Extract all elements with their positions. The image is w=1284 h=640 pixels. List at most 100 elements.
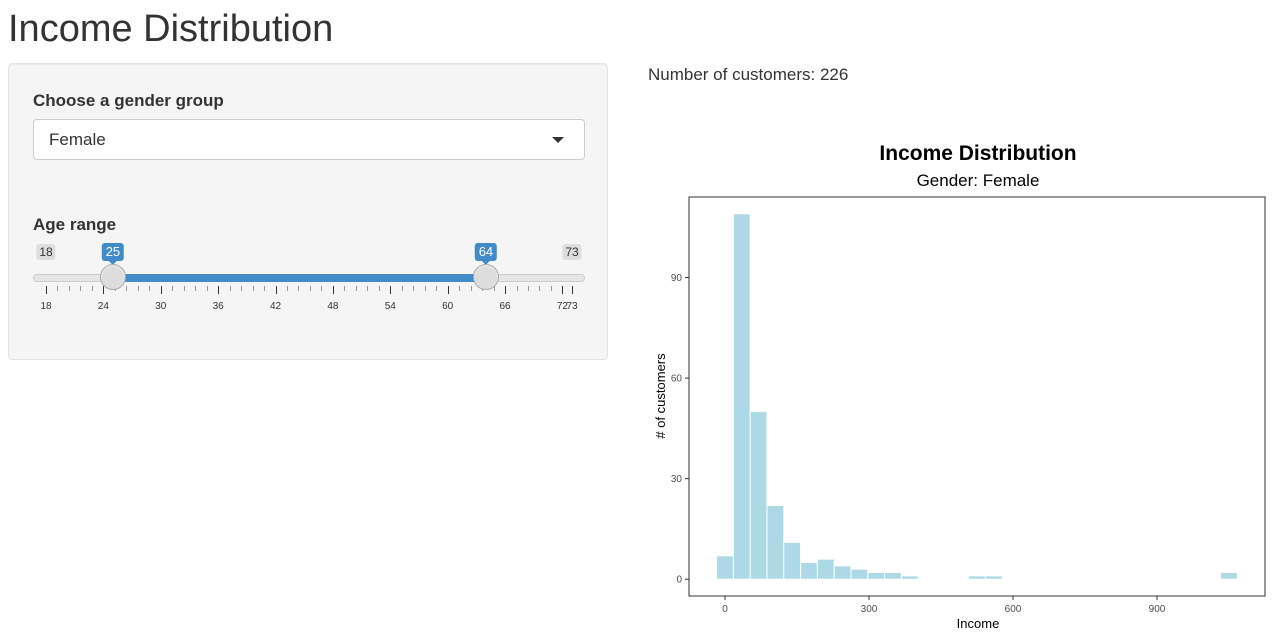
slider-max-label: 73 bbox=[562, 244, 582, 260]
slider-selected-range[interactable] bbox=[112, 274, 486, 282]
slider-tick-label: 24 bbox=[97, 301, 109, 312]
histogram-bar bbox=[749, 411, 768, 580]
slider-tick-label: 54 bbox=[384, 301, 396, 312]
slider-tick-label: 42 bbox=[269, 301, 282, 312]
gender-label: Choose a gender group bbox=[33, 91, 224, 110]
slider-minor-tick bbox=[355, 286, 357, 291]
gender-select[interactable]: Female bbox=[33, 119, 585, 160]
histogram-bars bbox=[716, 213, 1238, 580]
slider-minor-tick bbox=[424, 286, 426, 291]
chart-subtitle: Gender: Female bbox=[917, 171, 1040, 190]
slider-minor-tick bbox=[68, 286, 70, 291]
slider-tick-label: 30 bbox=[155, 301, 167, 312]
slider-major-tick bbox=[275, 286, 277, 294]
histogram-bar bbox=[716, 555, 734, 580]
slider-minor-tick bbox=[401, 286, 403, 291]
slider-tick-label: 60 bbox=[442, 301, 454, 312]
slider-tick-label: 72 bbox=[556, 301, 568, 312]
slider-minor-tick bbox=[528, 286, 529, 291]
histogram-bar bbox=[800, 561, 818, 580]
y-axis-label: # of customers bbox=[653, 353, 668, 439]
slider-minor-tick bbox=[378, 286, 380, 291]
histogram-bar bbox=[732, 213, 751, 580]
histogram-bar bbox=[766, 504, 785, 580]
slider-from-label: 25 bbox=[101, 243, 125, 265]
income-histogram: Income Distribution Gender: Female 0 30 60… bbox=[653, 142, 1266, 631]
x-tick-label: 600 bbox=[1005, 604, 1022, 615]
slider-minor-tick bbox=[172, 286, 174, 291]
histogram-bar bbox=[867, 572, 886, 580]
slider-major-tick bbox=[160, 286, 162, 294]
gender-select-value: Female bbox=[49, 130, 106, 149]
x-tick-label: 300 bbox=[861, 604, 878, 615]
histogram-bar bbox=[968, 575, 986, 580]
slider-minor-tick bbox=[413, 286, 415, 291]
slider-minor-tick bbox=[516, 286, 518, 291]
slider-minor-tick bbox=[195, 286, 197, 291]
slider-major-tick bbox=[218, 286, 220, 294]
y-tick-label: 60 bbox=[671, 374, 683, 385]
slider-tick-label: 18 bbox=[40, 301, 52, 312]
app-title: Income Distribution bbox=[8, 8, 334, 50]
slider-major-tick bbox=[103, 286, 105, 294]
slider-minor-tick bbox=[550, 286, 552, 291]
slider-minor-tick bbox=[252, 286, 254, 291]
slider-minor-tick bbox=[470, 286, 472, 291]
y-axis-ticks: 0 30 60 90 bbox=[671, 273, 689, 586]
slider-minor-tick bbox=[183, 286, 185, 291]
slider-minor-tick bbox=[126, 286, 128, 291]
y-tick-label: 0 bbox=[676, 575, 682, 586]
slider-minor-tick bbox=[149, 286, 151, 291]
age-range-slider[interactable]: 18 73 25 64 18 24 30 36 42 48 54 60 66 72 73 bbox=[33, 240, 587, 320]
slider-major-tick bbox=[390, 286, 392, 294]
slider-handle-from[interactable] bbox=[99, 264, 126, 290]
slider-tick-label: 66 bbox=[499, 301, 511, 312]
histogram-bar bbox=[1220, 572, 1238, 580]
customer-count: Number of customers: 226 bbox=[648, 65, 849, 84]
slider-major-tick bbox=[562, 286, 564, 294]
histogram-bar bbox=[984, 575, 1003, 580]
histogram-bar bbox=[816, 558, 835, 580]
slider-minor-tick bbox=[493, 286, 495, 291]
x-tick-label: 900 bbox=[1149, 604, 1166, 615]
slider-tick-label: 48 bbox=[327, 301, 339, 312]
slider-minor-tick bbox=[206, 286, 208, 291]
slider-major-tick bbox=[332, 286, 334, 294]
slider-minor-tick bbox=[91, 286, 93, 291]
slider-to-label: 64 bbox=[474, 243, 498, 265]
plot-panel-border bbox=[688, 196, 1266, 597]
slider-minor-tick bbox=[57, 286, 59, 291]
slider-minor-tick bbox=[287, 286, 288, 291]
slider-major-tick bbox=[505, 286, 507, 294]
slider-min-label: 18 bbox=[36, 244, 56, 260]
slider-major-tick bbox=[572, 286, 573, 294]
x-axis-label: Income bbox=[957, 616, 1000, 631]
slider-major-tick bbox=[46, 286, 47, 294]
histogram-bar bbox=[900, 575, 919, 580]
slider-handle-to[interactable] bbox=[472, 264, 499, 290]
caret-down-icon bbox=[552, 137, 564, 143]
slider-major-tick bbox=[447, 286, 449, 294]
slider-minor-tick bbox=[309, 286, 311, 291]
slider-minor-tick bbox=[436, 286, 438, 291]
histogram-bar bbox=[850, 568, 869, 580]
slider-minor-tick bbox=[367, 286, 369, 291]
slider-minor-tick bbox=[298, 286, 300, 291]
slider-minor-tick bbox=[459, 286, 461, 291]
y-tick-label: 90 bbox=[671, 273, 683, 284]
slider-minor-tick bbox=[80, 286, 82, 291]
y-tick-label: 30 bbox=[671, 474, 683, 485]
slider-minor-tick bbox=[241, 286, 243, 291]
sidebar-panel: Choose a gender group Female Age range 1… bbox=[8, 63, 608, 360]
x-tick-label: 0 bbox=[722, 604, 728, 615]
slider-minor-tick bbox=[137, 286, 139, 291]
histogram-bar bbox=[833, 565, 852, 580]
slider-tick-label: 36 bbox=[212, 301, 224, 312]
age-range-label: Age range bbox=[33, 215, 117, 234]
slider-tick-label: 73 bbox=[566, 301, 578, 312]
chart-title: Income Distribution bbox=[879, 142, 1076, 165]
histogram-bar bbox=[884, 572, 902, 580]
slider-minor-tick bbox=[321, 286, 323, 291]
slider-minor-tick bbox=[229, 286, 231, 291]
slider-minor-tick bbox=[539, 286, 541, 291]
